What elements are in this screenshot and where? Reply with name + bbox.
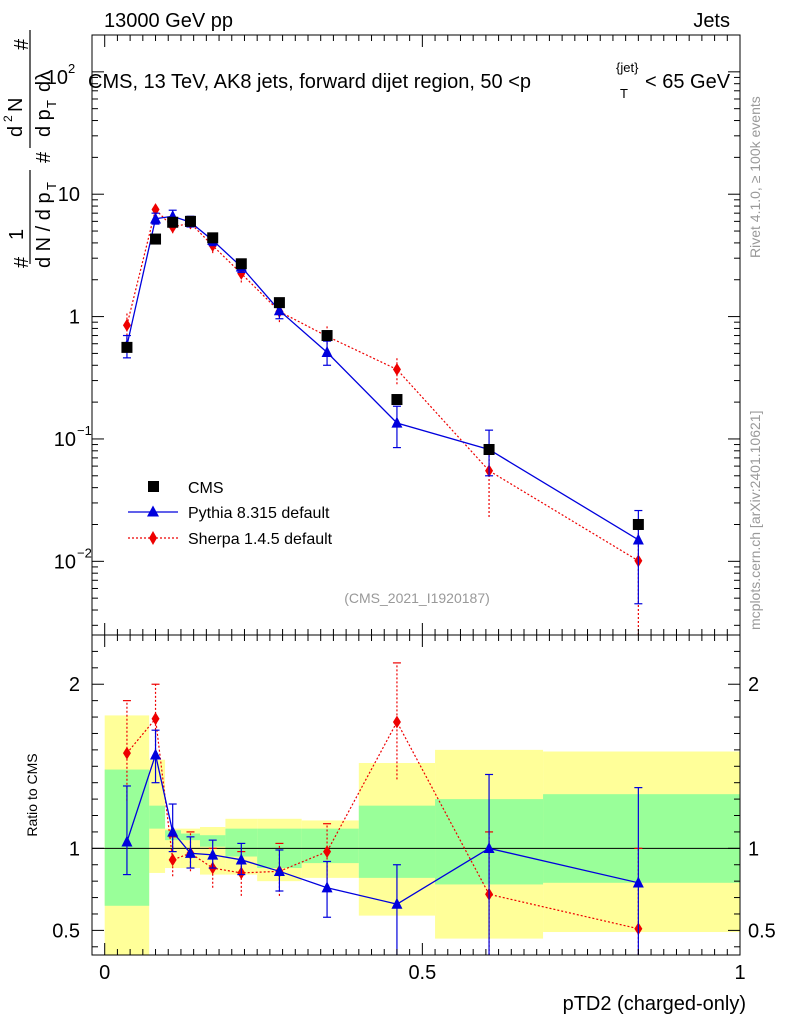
ratio-ytick-label-right: 1	[748, 838, 759, 860]
ylabel-frac1-den-sub: T	[44, 182, 59, 190]
ratio-xtick-label: 0	[99, 962, 110, 984]
cms-point	[235, 258, 247, 270]
xlabel: pTD2 (charged-only)	[563, 993, 746, 1015]
svg-text:CMS, 13 TeV, AK8 jets, forward: CMS, 13 TeV, AK8 jets, forward dijet reg…	[88, 71, 531, 93]
ylabel-frac2-den-rest: dλ	[33, 71, 55, 92]
ratio-pythia-point	[321, 881, 333, 893]
ratio-pythia-point	[632, 876, 644, 888]
ratio-sherpa-point	[168, 853, 177, 867]
legend-label-sherpa: Sherpa 1.4.5 default	[188, 531, 333, 548]
ylabel-hash3: #	[11, 38, 33, 50]
ratio-sherpa-point	[122, 746, 131, 760]
main-plot-area	[121, 203, 644, 635]
cms-point	[184, 215, 196, 227]
main-ytick-label: 10	[58, 184, 80, 206]
main-ytick-label: 1	[69, 307, 80, 329]
cms-point	[321, 330, 333, 342]
side-label-rivet: Rivet 4.1.0, ≥ 100k events	[747, 96, 763, 258]
ratio-plot-area	[92, 662, 740, 955]
ratio-band-1sigma	[149, 805, 166, 829]
ratio-sherpa-point	[323, 845, 332, 859]
cms-point	[167, 216, 179, 228]
ylabel-frac1-num: 1	[6, 229, 28, 240]
ratio-xtick-label: 1	[734, 962, 745, 984]
ratio-band-1sigma	[543, 794, 740, 883]
pythia-point	[391, 416, 403, 428]
ratio-frame	[91, 634, 741, 956]
header-right: Jets	[693, 10, 730, 32]
legend: CMS Pythia 8.315 default Sherpa 1.4.5 de…	[128, 480, 333, 548]
side-label-mcplots: mcplots.cern.ch [arXiv:2401.10621]	[747, 411, 763, 630]
cms-point	[391, 394, 403, 406]
ratio-axes: 0 0.5 10.5 0.51 12 2	[52, 634, 776, 984]
ratio-pythia-point	[184, 846, 196, 858]
title-prefix: CMS, 13 TeV, AK8 jets, forward dijet reg…	[88, 71, 531, 93]
main-ytick-label-exp: −1	[77, 423, 92, 438]
legend-marker-pythia	[147, 505, 159, 517]
cms-point	[150, 233, 162, 245]
cms-point	[632, 518, 644, 530]
main-ytick-label-exp: 2	[68, 61, 75, 76]
cms-point	[483, 443, 495, 455]
sherpa-point	[392, 363, 401, 376]
cms-point	[207, 232, 219, 244]
ratio-ytick-label: 2	[69, 674, 80, 696]
title-sup: {jet}	[616, 60, 639, 75]
title-suffix: < 65 GeV	[645, 71, 731, 93]
main-ytick-label: 10	[46, 67, 68, 89]
ratio-sherpa-point	[392, 715, 401, 729]
ratio-ytick-label: 1	[69, 838, 80, 860]
sherpa-point	[122, 318, 131, 332]
watermark: (CMS_2021_I1920187)	[344, 590, 490, 606]
ratio-xtick-label: 0.5	[408, 962, 436, 984]
legend-marker-cms	[148, 481, 159, 492]
ratio-ytick-label: 0.5	[52, 920, 80, 942]
pythia-point	[321, 346, 333, 358]
ylabel-frac2-num-sup: 2	[1, 115, 15, 122]
pythia-point	[632, 533, 644, 545]
ratio-ytick-label-right: 0.5	[748, 920, 776, 942]
ylabel-frac2-num: d	[5, 126, 27, 137]
header-left: 13000 GeV pp	[104, 10, 233, 32]
ratio-pythia-point	[235, 853, 247, 865]
ratio-ylabel: Ratio to CMS	[24, 753, 40, 836]
ratio-pythia-point	[391, 897, 403, 909]
legend-marker-sherpa	[149, 531, 157, 545]
ratio-panel: 0 0.5 10.5 0.51 12 2 Ratio to CMS pTD2 (charg…	[24, 634, 776, 1015]
ylabel-hash2: #	[33, 151, 55, 163]
cms-point	[273, 297, 285, 309]
ylabel-hash1: #	[11, 256, 33, 268]
ratio-pythia-point	[483, 842, 495, 854]
pythia-point	[273, 304, 285, 316]
ylabel-frac2-num-rest: N	[5, 98, 27, 112]
ratio-pythia-point	[167, 825, 179, 837]
ratio-pythia-point	[207, 848, 219, 860]
ylabel-frac2-den: d p	[33, 109, 55, 137]
main-ytick-label: 10	[54, 551, 76, 573]
cms-point	[121, 341, 133, 353]
title-sub: T	[620, 86, 628, 101]
ratio-pythia-point	[121, 835, 133, 847]
ylabel-frac1-den: d N / d p	[33, 192, 55, 268]
legend-label-cms: CMS	[188, 480, 224, 497]
main-title: CMS, 13 TeV, AK8 jets, forward dijet reg…	[88, 60, 731, 101]
ratio-pythia-point	[273, 864, 285, 876]
ratio-sherpa-point	[151, 712, 160, 726]
pythia-point	[150, 212, 162, 224]
main-ylabel: # 1 d N / d p T # d 2 N d p T dλ #	[1, 30, 59, 268]
ylabel-frac2-den-sub: T	[44, 100, 59, 108]
ratio-ytick-label-right: 2	[748, 674, 759, 696]
main-ytick-label: 10	[54, 429, 76, 451]
ratio-pythia-point	[150, 748, 162, 760]
main-ytick-label-exp: −2	[77, 545, 92, 560]
legend-label-pythia: Pythia 8.315 default	[188, 505, 330, 522]
